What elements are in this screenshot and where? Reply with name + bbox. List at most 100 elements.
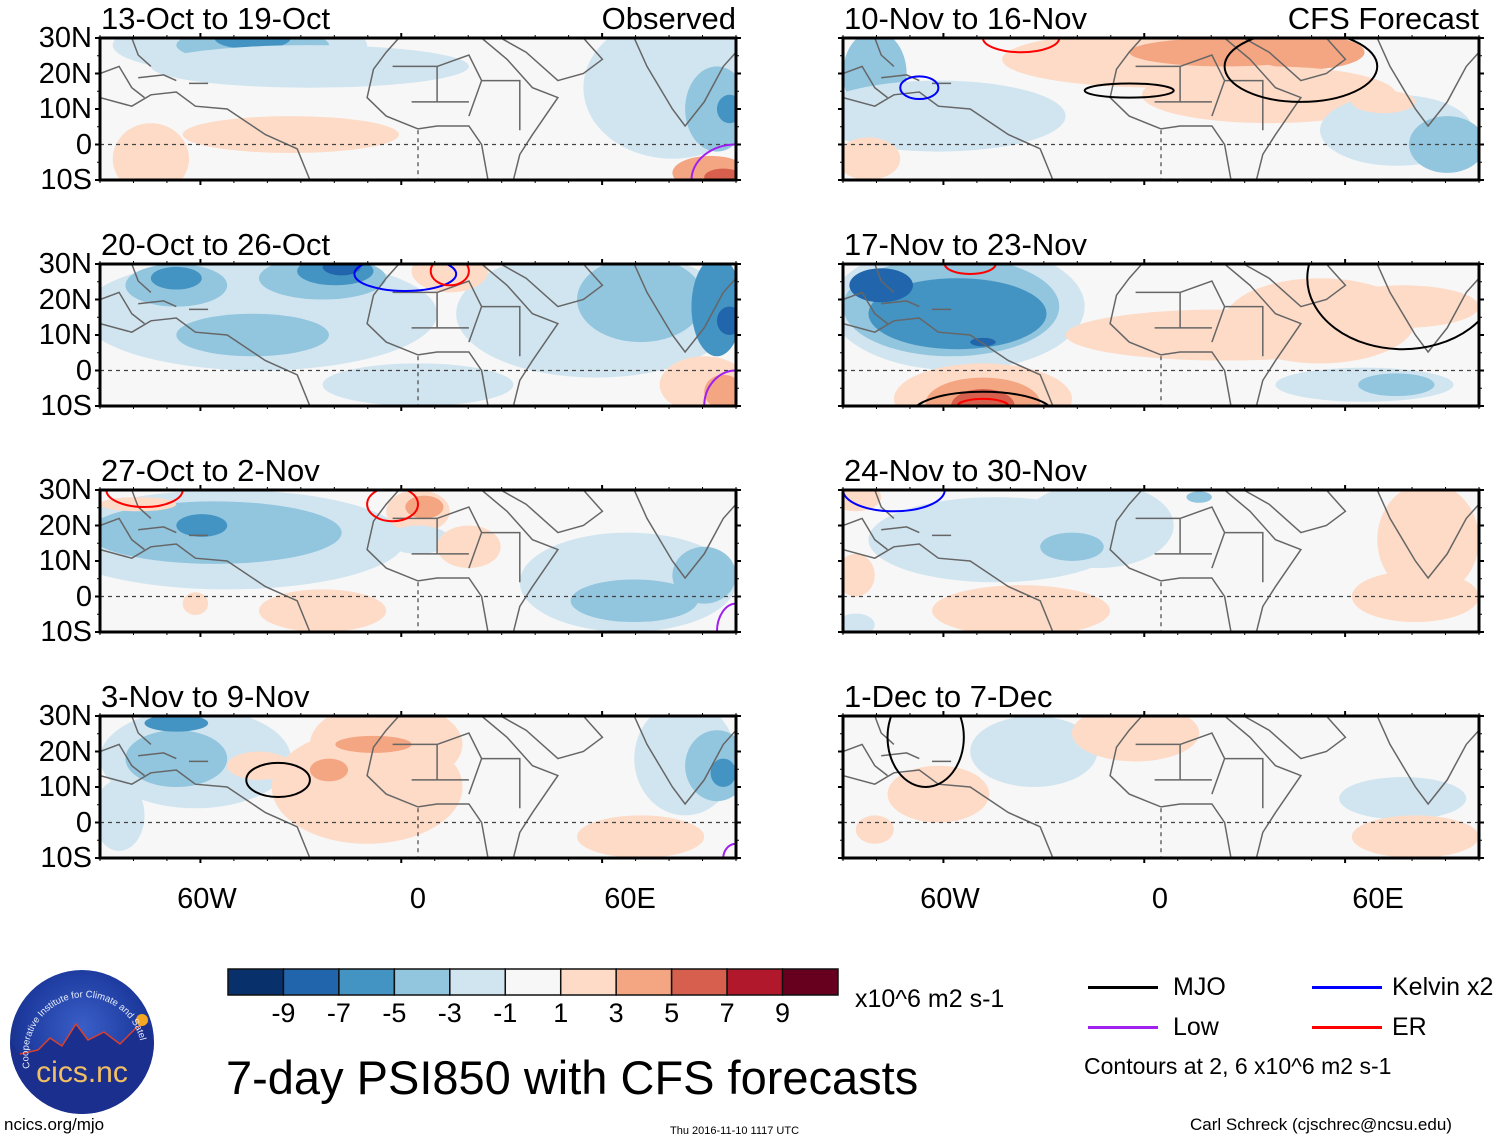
coastline (366, 264, 489, 406)
coastline (874, 490, 895, 519)
coastline (481, 716, 560, 858)
lat-label: 10S (40, 616, 92, 648)
anomaly-shading (176, 313, 329, 357)
colorbar-swatch (393, 968, 451, 996)
coastline (100, 65, 145, 99)
anomaly-shading (843, 490, 882, 512)
contour-er (981, 38, 1061, 54)
coastline (366, 716, 489, 858)
coastline (366, 490, 489, 632)
coastline (138, 526, 209, 537)
coastline (843, 517, 888, 551)
colorbar-units: x10^6 m2 s-1 (855, 985, 1005, 1013)
coastline (1109, 490, 1232, 632)
psi850-map-panel (95, 259, 741, 411)
anomaly-shading (182, 116, 399, 154)
anomaly-shading (322, 264, 361, 276)
colorbar-swatch (338, 968, 396, 996)
coastline (392, 54, 521, 131)
coastline (633, 716, 736, 806)
psi850-map-panel (95, 485, 741, 637)
legend-label-er: ER (1392, 1013, 1427, 1041)
footer-url[interactable]: ncics.org/mjo (4, 1115, 105, 1134)
coastline (1135, 506, 1264, 583)
psi850-map-panel (838, 259, 1484, 411)
coastline (1376, 264, 1479, 354)
coastline (874, 38, 895, 67)
coastline (881, 74, 952, 85)
lat-label: 10S (40, 164, 92, 196)
coastline (1243, 490, 1347, 534)
lat-label: 30N (38, 700, 92, 732)
colorbar-swatch (781, 968, 839, 996)
panel-title: 10-Nov to 16-Nov (844, 1, 1087, 36)
anomaly-shading (1326, 285, 1479, 328)
contour-er (105, 490, 184, 509)
coastline (100, 743, 145, 777)
colorbar-tick-label: -1 (493, 998, 518, 1028)
coastline (874, 716, 895, 745)
panel-title: 17-Nov to 23-Nov (844, 227, 1087, 262)
panel-column-tag: CFS Forecast (1287, 1, 1479, 36)
colorbar-swatch (559, 968, 617, 996)
coastline (1376, 490, 1479, 580)
lon-label-60e-left: 60E (604, 883, 656, 915)
coastline (633, 264, 736, 354)
lat-label: 0 (75, 580, 92, 613)
coastline (481, 38, 560, 180)
anomaly-shading (843, 137, 901, 180)
lat-label: 20N (38, 283, 92, 316)
lat-label: 20N (38, 735, 92, 768)
legend-label-low: Low (1173, 1013, 1219, 1041)
panel-title: 20-Oct to 26-Oct (101, 227, 331, 262)
coastline (1376, 716, 1479, 806)
anomaly-shading (437, 525, 501, 569)
panel-title: 24-Nov to 30-Nov (844, 453, 1087, 488)
anomaly-shading (309, 758, 349, 782)
lat-label: 20N (38, 57, 92, 90)
anomaly-shading (855, 815, 894, 844)
footer-timestamp: Thu 2016-11-10 1117 UTC (670, 1125, 800, 1137)
coastline (1135, 280, 1264, 357)
lat-label: 0 (75, 354, 92, 387)
legend-line-er (1312, 1026, 1382, 1029)
lon-label-60w-right: 60W (920, 883, 980, 915)
coastline (138, 300, 209, 311)
colorbar-swatch (726, 968, 784, 996)
psi850-map-panel (95, 33, 741, 185)
anomaly-shading (970, 337, 996, 347)
anomaly-shading (386, 525, 450, 554)
colorbar-swatch (227, 968, 285, 996)
lat-label: 20N (38, 509, 92, 542)
coastline (1135, 732, 1264, 809)
panel-title: 3-Nov to 9-Nov (101, 679, 310, 714)
lat-label: 10S (40, 842, 92, 874)
anomaly-shading (1351, 570, 1479, 623)
anomaly-shading (259, 589, 387, 632)
anomaly-shading (1358, 373, 1435, 397)
anomaly-shading (1377, 490, 1479, 597)
anomaly-shading (1351, 815, 1479, 858)
lat-label: 10N (38, 319, 92, 351)
anomaly-shading (710, 758, 736, 787)
anomaly-shading (1141, 66, 1397, 124)
anomaly-shading (843, 553, 875, 597)
main-title: 7-day PSI850 with CFS forecasts (226, 1051, 919, 1104)
anomaly-shading (1186, 491, 1212, 503)
anomaly-shading (887, 765, 990, 823)
contour-er (366, 490, 419, 523)
anomaly-shading (150, 266, 202, 290)
coastline (881, 300, 952, 311)
coastline (1243, 38, 1347, 82)
anomaly-shading (150, 45, 469, 88)
coastline (843, 65, 888, 99)
contours-note: Contours at 2, 6 x10^6 m2 s-1 (1084, 1053, 1392, 1079)
coastline (138, 74, 209, 85)
legend-line-kelvin (1312, 986, 1382, 989)
coastline (1243, 716, 1347, 760)
coastline (366, 38, 489, 180)
coastline (1224, 38, 1303, 180)
lat-label: 30N (38, 474, 92, 506)
psi850-map-panel (838, 711, 1484, 863)
coastline (100, 291, 145, 325)
